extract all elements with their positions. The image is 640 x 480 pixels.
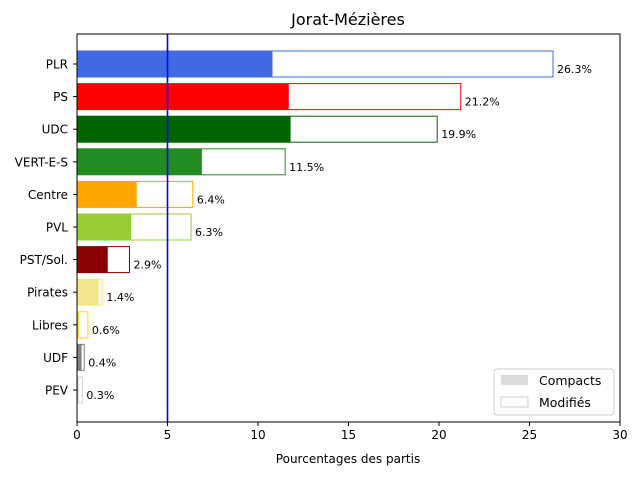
bars-layer: 26.3% 21.2% 19.9% 11.5% 6.4% 6.3% 2.9% 1.4% 0.6%… — [76, 50, 592, 404]
legend-swatch-modifies — [500, 396, 529, 408]
y-tick-label-pvl: PVL — [46, 221, 68, 235]
bar-compacts-libres — [77, 311, 79, 338]
value-label-plr: 26.3% — [557, 63, 592, 76]
bar-compacts-pev — [77, 377, 79, 403]
value-label-udf: 0.4% — [88, 356, 116, 369]
y-tick-label-plr: PLR — [46, 58, 68, 72]
x-tick-label-0: 0 — [73, 428, 81, 442]
bar-compacts-centre — [77, 181, 137, 208]
bar-compacts-vert-e-s — [77, 148, 202, 175]
y-tick-label-pst-sol: PST/Sol. — [20, 253, 68, 267]
bar-compacts-ps — [77, 83, 289, 110]
value-label-pirates: 1.4% — [106, 291, 134, 304]
y-tick-label-vert-e-s: VERT-E-S — [15, 155, 68, 169]
legend: Compacts Modifiés — [493, 368, 615, 416]
x-tick-label-20: 20 — [431, 428, 446, 442]
bar-compacts-pirates — [77, 279, 99, 306]
y-tick-label-udf: UDF — [43, 351, 68, 365]
bar-compacts-pst-sol — [77, 246, 108, 273]
value-label-centre: 6.4% — [197, 193, 225, 206]
value-label-vert-e-s: 11.5% — [289, 161, 324, 174]
bar-compacts-pvl — [77, 214, 132, 240]
x-tick-label-30: 30 — [612, 428, 627, 442]
x-tick-label-25: 25 — [522, 428, 537, 442]
value-label-ps: 21.2% — [465, 96, 500, 109]
x-axis-label: Pourcentages des partis — [276, 452, 420, 466]
legend-label-modifies: Modifiés — [539, 395, 591, 410]
y-axis: PLR PS UDC VERT-E-S Centre PVL PST/Sol. Pirates… — [15, 58, 77, 398]
y-tick-label-pev: PEV — [45, 384, 69, 398]
value-label-pev: 0.3% — [86, 389, 114, 402]
y-tick-label-ps: PS — [53, 90, 68, 104]
x-tick-label-10: 10 — [250, 428, 265, 442]
bar-compacts-plr — [77, 51, 273, 77]
x-tick-label-5: 5 — [164, 428, 172, 442]
legend-swatch-compacts — [501, 375, 528, 385]
y-tick-label-udc: UDC — [42, 123, 68, 137]
bar-compacts-udf — [77, 344, 82, 371]
value-label-udc: 19.9% — [441, 128, 476, 141]
y-tick-label-libres: Libres — [32, 318, 68, 332]
chart-title: Jorat-Mézières — [290, 10, 405, 29]
x-tick-label-15: 15 — [341, 428, 356, 442]
y-tick-label-pirates: Pirates — [27, 286, 68, 300]
legend-label-compacts: Compacts — [539, 373, 601, 388]
value-label-libres: 0.6% — [92, 324, 120, 337]
value-label-pvl: 6.3% — [195, 226, 223, 239]
x-axis: 0 5 10 15 20 25 30 — [73, 422, 628, 442]
value-label-pst-sol: 2.9% — [133, 259, 161, 272]
y-tick-label-centre: Centre — [28, 188, 68, 202]
bar-compacts-udc — [77, 116, 291, 143]
